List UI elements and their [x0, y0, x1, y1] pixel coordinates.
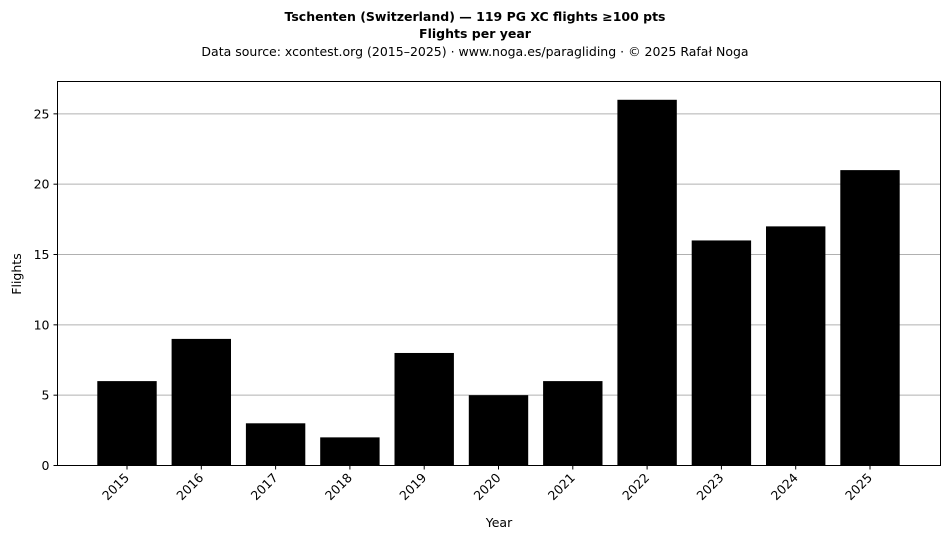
chart-subtitle: Flights per year: [419, 26, 532, 41]
x-axis-ticks: 2015 2016 2017 2018 2019 2020 2021 2022 2023 2024…: [99, 465, 875, 503]
bar-2022: [617, 99, 677, 466]
x-tick-label: 2016: [173, 470, 206, 503]
bar-2016: [171, 338, 231, 466]
y-tick-label: 10: [34, 317, 50, 332]
bar-2020: [468, 395, 529, 466]
bar-2015: [97, 381, 157, 466]
y-tick-label: 25: [34, 106, 50, 121]
y-tick-label: 20: [34, 177, 50, 192]
bar-2018: [320, 437, 380, 466]
x-tick-label: 2021: [545, 470, 578, 503]
x-axis-label: Year: [485, 515, 513, 530]
x-tick-label: 2020: [471, 470, 504, 503]
x-tick-label: 2017: [248, 470, 281, 503]
bar-2017: [245, 423, 306, 466]
y-axis-ticks: 0 5 10 15 20 25: [34, 106, 58, 473]
bars: [97, 99, 900, 466]
y-tick-label: 15: [34, 247, 50, 262]
x-tick-label: 2015: [99, 470, 132, 503]
bar-2024: [766, 226, 826, 466]
plot-frame: [57, 81, 941, 466]
y-axis-label: Flights: [9, 253, 24, 294]
x-tick-label: 2023: [693, 470, 726, 503]
x-tick-label: 2022: [619, 470, 652, 503]
x-tick-label: 2019: [396, 470, 429, 503]
bar-2019: [394, 352, 454, 466]
bar-2025: [840, 170, 900, 466]
x-tick-label: 2025: [842, 470, 875, 503]
x-tick-label: 2018: [322, 470, 355, 503]
bar-2023: [691, 240, 752, 466]
chart-title: Tschenten (Switzerland) — 119 PG XC flig…: [285, 9, 666, 24]
bar-2021: [543, 381, 603, 466]
y-tick-label: 0: [42, 458, 50, 473]
x-tick-label: 2024: [768, 470, 801, 503]
data-source-note: Data source: xcontest.org (2015–2025) · …: [201, 44, 748, 59]
y-tick-label: 5: [42, 388, 50, 403]
